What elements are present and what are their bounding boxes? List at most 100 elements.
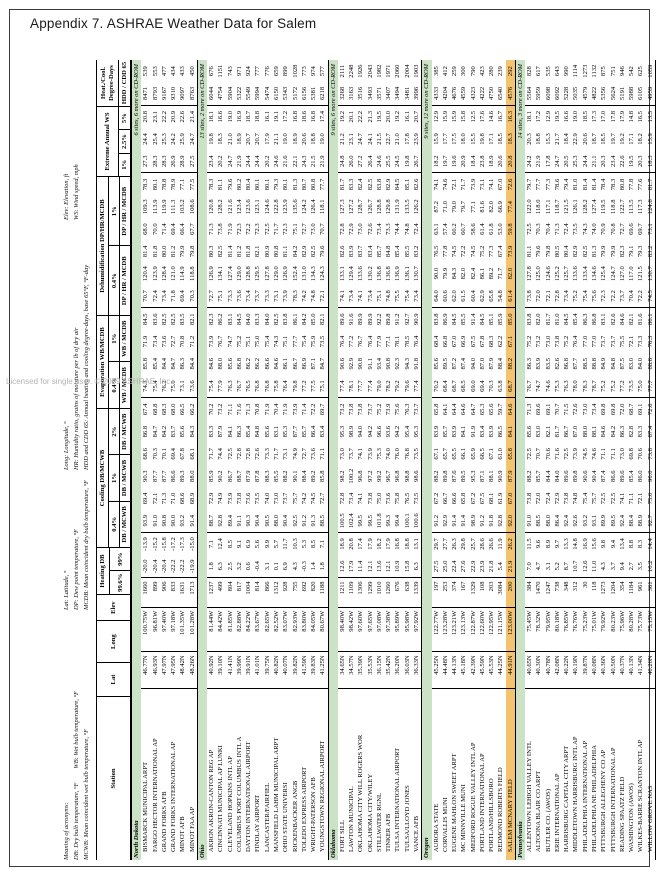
cell-evap_04_mcdb: 90.8 (385, 358, 393, 370)
cell-cool_1_db: 84.0 (553, 470, 561, 482)
cell-cool_2_db: 94.0 (357, 425, 365, 438)
header-heating-pct-99.6%-label: 99.6% (116, 573, 124, 592)
station-row: STILLWATER RGNL 36.15N 97.08W 1010 13.6 18.2 1… (374, 60, 385, 860)
cell-dehum_04_mcdb: 74.5 (469, 245, 477, 258)
cell-evap_1_mcdb: 82.1 (628, 313, 636, 325)
cell-ws_1: 26.4 (365, 150, 375, 174)
cell-dehum_04_dp: 70.7 (141, 284, 151, 309)
cell-lat: 45.18N (459, 652, 469, 690)
cell-evap_04_wb: 78.1 (347, 374, 357, 399)
cell-cool_2_mcwb: 70.4 (272, 403, 280, 416)
cell-dehum_1_mcdb: 77.8 (628, 178, 636, 191)
cell-ws_25: 25.3 (160, 133, 168, 145)
cell-dehum_1_mcdb: 77.7 (535, 178, 543, 191)
cell-dehum_1_mcdb: 78.3 (609, 178, 617, 191)
cell-cool_04_mcwb: 74.5 (310, 492, 318, 505)
cell-ws_5: 23.1 (151, 110, 159, 123)
cell-cdd: 292 (506, 66, 514, 77)
cell-cdd: 1132 (591, 64, 599, 78)
cell-name: ALLENTOWN LEHIGH VALLEY INTL (526, 741, 534, 852)
cell-cool_04_db: 90.3 (244, 509, 254, 533)
cell-dehum_1_dp: 70.3 (535, 223, 543, 235)
cell-dehum_1_dp: 71.4 (160, 223, 168, 235)
cell-evap_1_mcdb: 84.2 (300, 313, 308, 325)
state-sites-note: 9 sites, 6 more on CD-ROM (329, 60, 338, 690)
cell-cool_2_db: 96.6 (375, 425, 383, 438)
cell-dehum_04_dp: 72.4 (150, 284, 160, 309)
header-degree-days-subrow: HDD / CDD 65 (118, 60, 130, 106)
cell-cool_1_mcwb: 72.5 (563, 448, 571, 460)
cell-ws_1: 22.6 (617, 150, 628, 174)
cell-evap_1_mcdb: 82.0 (535, 313, 543, 325)
cell-dehum_04_hr: 82.0 (506, 267, 514, 280)
notes-row-2: DB: Dry bulb temperature, °FWB: Wet bulb… (72, 60, 82, 860)
cell-elev: 374 (450, 578, 460, 608)
cell-dehum_04_hr: 128.8 (245, 266, 253, 282)
cell-cool_1_mcwb: 73.1 (282, 448, 290, 460)
cell-hdd: 5988 (627, 82, 637, 106)
cell-name: MINOT FAA AP (188, 806, 196, 852)
cell-heat_99: 13.4 (618, 538, 626, 550)
cell-heat_99: 13.3 (563, 538, 571, 550)
header-evaporation-fields-label: WB / MCDB (121, 320, 128, 357)
cell-name: MANSFIELD LAHM MUNICIPAL ARPT (272, 737, 280, 852)
cell-heat_996: -19.9 (187, 555, 197, 579)
cell-cool_2_db: 83.7 (170, 425, 178, 438)
cell-cool_04_db: 93.2 (580, 509, 591, 533)
cell-long: 82.52W (271, 607, 282, 653)
cell-heat_996: 11.4 (356, 555, 366, 579)
cell-ws_25: 18.7 (591, 133, 599, 145)
cell-heat_99: 26.3 (451, 538, 459, 550)
cell-dehum_04_mcdb: 80.3 (208, 245, 216, 258)
cell-dehum_04_mcdb: 79.6 (535, 245, 543, 258)
cell-cool_2_mcwb: 72.6 (572, 403, 580, 416)
cell-cool_1_mcwb: 76.8 (403, 448, 411, 460)
station-row: DAYTON INTERNATIONAL AIRPORT 39.91N 84.22W… (244, 60, 254, 860)
cell-evap_1_wb: 77.9 (375, 335, 383, 348)
cell-dehum_04_dp: 73.4 (159, 284, 170, 309)
cell-cool_1_db: 88.2 (282, 470, 290, 482)
cell-cool_04_db: 92.6 (571, 509, 581, 533)
header-extreme-ws-subrow: 1% 2.5% 5% (118, 107, 130, 176)
header-cooling-sub-2%: 2% DB / MCWB (109, 409, 130, 456)
cell-elev: 692 (299, 578, 310, 608)
cell-name: READING SPAATZ FIELD (618, 776, 626, 852)
cell-ws_1: 18.9 (487, 150, 497, 174)
cell-ws_5: 16.6 (563, 110, 571, 123)
cell-dehum_1_mcdb: 77.7 (319, 178, 327, 191)
cell-dehum_1_dp: 72.7 (618, 223, 626, 235)
cell-evap_1_mcdb: 84.0 (245, 313, 253, 325)
cell-name: LAWTON MUNICIPAL (348, 786, 356, 852)
cell-dehum_1_hr: 113.9 (151, 199, 159, 215)
cell-cool_04_db: 99.4 (393, 509, 403, 533)
cell-heat_99: 7.1 (319, 539, 327, 549)
header-extreme-ws-title-label: Extreme Annual WS (103, 112, 111, 171)
cell-cool_1_db: 98.8 (403, 470, 411, 482)
cell-cool_2_mcwb: 71.1 (226, 403, 234, 416)
cell-dehum_04_mcdb: 82.5 (217, 245, 225, 258)
cell-cool_1_db: 89.6 (618, 470, 626, 482)
cell-name: EUGENE MAHLON SWEET ARPT (451, 753, 459, 852)
header-evaporation-subrow: 0.4% WB / MCDB 1% WB / MCDB (108, 316, 130, 408)
cell-dehum_04_dp: 75.6 (590, 284, 600, 309)
cell-dehum_04_dp: 75.5 (393, 284, 403, 309)
cell-lat: 40.36N (599, 652, 609, 690)
cell-dehum_1_hr: 121.5 (563, 199, 571, 215)
cell-dehum_1_dp: 74.4 (394, 223, 402, 235)
cell-cool_2_db: 86.5 (497, 425, 505, 438)
cell-cool_04_db: 89.9 (599, 509, 609, 533)
cell-cool_2_mcwb: 68.8 (151, 403, 159, 416)
cell-evap_04_mcdb: 84.6 (272, 358, 280, 370)
cell-dehum_04_dp: 54.8 (496, 284, 506, 309)
cell-name: CLEVELAND HOPKINS INTL AP (226, 756, 234, 852)
cell-evap_1_mcdb: 81.0 (553, 313, 561, 325)
cell-evap_04_wb: 70.2 (431, 374, 441, 399)
cell-dehum_1_mcdb: 80.8 (618, 178, 626, 191)
page-title: Appendix 7. ASHRAE Weather Data for Sale… (30, 16, 317, 31)
cell-elev: 312 (571, 578, 581, 608)
cell-evap_1_mcdb: 89.6 (338, 313, 346, 325)
cell-evap_1_mcdb: 86.9 (441, 313, 449, 325)
cell-cool_04_db: 100.1 (402, 509, 412, 533)
cell-dehum_04_dp: 62.9 (477, 284, 488, 309)
cell-evap_04_mcdb: 83.9 (535, 358, 543, 370)
